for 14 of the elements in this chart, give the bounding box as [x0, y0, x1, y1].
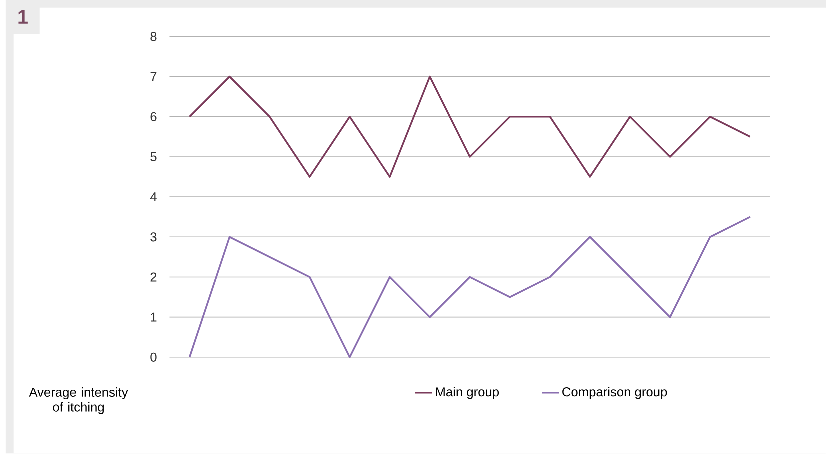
text: 1 [18, 10, 28, 24]
x-axis-title: Average intensity of itching [29, 388, 128, 415]
y-tick-label: 3 [150, 232, 157, 242]
y-tick-label: 0 [150, 353, 157, 362]
y-tick-label: 8 [150, 32, 157, 42]
y-tick-label: 1 [151, 313, 157, 322]
y-tick-label: 2 [150, 272, 157, 282]
y-tick-label: 4 [150, 192, 157, 202]
y-tick-label: 5 [150, 152, 157, 162]
y-tick-label: 6 [150, 112, 157, 122]
y-tick-label: 7 [150, 72, 157, 82]
legend-label: Comparison group [562, 387, 668, 400]
legend-label: Main group [436, 387, 500, 400]
line-series [188, 76, 752, 178]
